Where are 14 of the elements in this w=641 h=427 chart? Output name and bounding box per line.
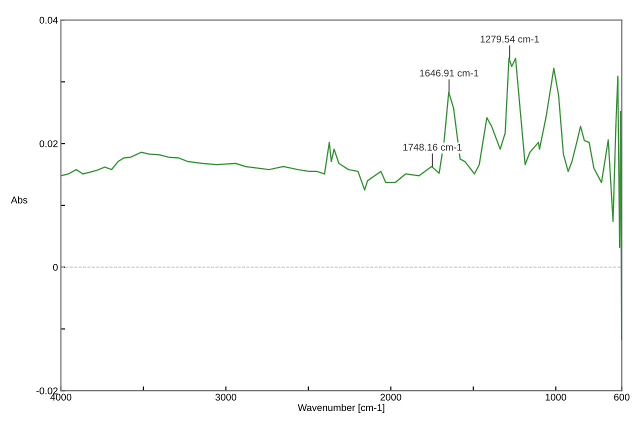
x-tick-label: 1000 (546, 394, 566, 401)
y-tick-label: 0.04 (40, 16, 58, 24)
annotation: 1279.54 cm-1 (480, 36, 539, 43)
y-axis-title: Abs (10, 196, 28, 204)
x-tick-label: 4000 (50, 394, 72, 401)
annotation: 1646.91 cm-1 (420, 70, 478, 77)
x-tick-label: 600 (614, 394, 630, 401)
y-tick-label: 0.02 (40, 140, 58, 148)
x-axis-title: Wavenumber [cm-1] (298, 404, 384, 413)
annotation: 1748.16 cm-1 (403, 144, 462, 151)
y-tick-label: 0 (53, 264, 58, 271)
x-tick-label: 3000 (215, 394, 236, 401)
x-tick-label: 2000 (380, 394, 402, 401)
y-tick-label: -0.02 (36, 387, 58, 394)
